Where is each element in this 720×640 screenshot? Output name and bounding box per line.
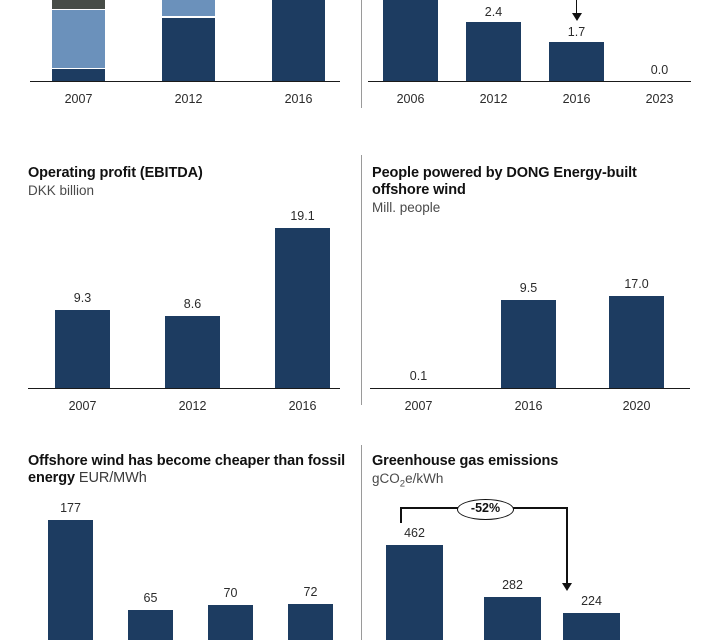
value-label-462: 462 — [404, 526, 425, 540]
value-label-224: 224 — [581, 594, 602, 608]
bar-2016-people — [501, 300, 556, 388]
cat-label-2016: 2016 — [514, 399, 543, 413]
value-label-2016: 19.1 — [290, 209, 315, 223]
bar-70 — [208, 605, 253, 640]
chart-title: Greenhouse gas emissions — [372, 453, 559, 469]
cat-label-2006: 2006 — [396, 92, 425, 106]
bar-224 — [563, 613, 620, 640]
bar-2020-people — [609, 296, 664, 388]
value-label-2016: 1.7 — [567, 25, 586, 39]
x-axis — [30, 81, 340, 82]
bar-65 — [128, 610, 173, 640]
chart-bottom-right: Greenhouse gas emissions gCO2e/kWh 462 2… — [361, 445, 720, 640]
x-axis — [28, 388, 340, 389]
bar-2007-top — [52, 0, 105, 9]
x-axis — [368, 81, 691, 82]
chart-mid-left: Operating profit (EBITDA) DKK billion 9.… — [0, 155, 361, 413]
x-axis — [370, 388, 690, 389]
title-block-bottom-left: Offshore wind has become cheaper than fo… — [28, 453, 358, 487]
cat-label-2007: 2007 — [404, 399, 433, 413]
chart-title: Operating profit (EBITDA) — [28, 165, 203, 181]
chart-title: Offshore wind has become cheaper than fo… — [28, 453, 358, 487]
chart-top-right: 2.4 1.7 0.0 2006 2012 2016 2023 — [361, 0, 720, 110]
chart-bottom-left: Offshore wind has become cheaper than fo… — [0, 445, 361, 640]
subtitle-prefix: gCO — [372, 471, 400, 486]
value-label-2012: 8.6 — [183, 297, 202, 311]
bar-72 — [288, 604, 333, 640]
chart-subtitle: Mill. people — [372, 200, 441, 215]
decline-arrow-icon — [549, 0, 604, 21]
value-label-177: 177 — [60, 501, 81, 515]
value-label-2023: 0.0 — [650, 63, 669, 77]
cat-label-2020: 2020 — [622, 399, 651, 413]
plot-area-bottom-right: 462 282 224 -52% — [361, 445, 720, 640]
plot-area-mid-left: 9.3 8.6 19.1 2007 2012 2016 — [0, 155, 361, 413]
bar-2016 — [272, 0, 325, 81]
bar-282 — [484, 597, 541, 640]
value-label-2007: 9.3 — [73, 291, 92, 305]
chart-mid-right: People powered by DONG Energy-built offs… — [361, 155, 720, 413]
bar-2012-bottom — [162, 18, 215, 81]
cat-label-2016: 2016 — [562, 92, 591, 106]
bar-2006 — [383, 0, 438, 81]
value-label-282: 282 — [502, 578, 523, 592]
chart-top-left: 2007 2012 2016 — [0, 0, 361, 110]
plot-area-top-right: 2.4 1.7 0.0 2006 2012 2016 2023 — [361, 0, 720, 110]
plot-area-top-left: 2007 2012 2016 — [0, 0, 361, 110]
chart-title: People powered by DONG Energy-built offs… — [372, 165, 637, 198]
chart-subtitle: DKK billion — [28, 183, 95, 198]
value-label-2012: 2.4 — [484, 5, 503, 19]
subtitle-suffix: e/kWh — [405, 471, 444, 486]
bar-2016 — [549, 42, 604, 81]
bar-462 — [386, 545, 443, 640]
bar-2007-ebitda — [55, 310, 110, 388]
plot-area-mid-right: 0.1 9.5 17.0 2007 2016 2020 — [361, 155, 720, 413]
cat-label-2012: 2012 — [479, 92, 508, 106]
callout-arrow-icon — [557, 575, 577, 591]
cat-label-2016: 2016 — [288, 399, 317, 413]
cat-label-2007: 2007 — [68, 399, 97, 413]
title-block-bottom-right: Greenhouse gas emissions gCO2e/kWh — [372, 453, 692, 493]
divider-top — [361, 0, 362, 108]
cat-label-2007: 2007 — [64, 92, 93, 106]
chart-title-main: Offshore wind has become cheaper than fo… — [28, 453, 346, 486]
bar-2012-ebitda — [165, 316, 220, 388]
chart-subtitle: gCO2e/kWh — [372, 471, 692, 493]
change-badge: -52% — [457, 499, 514, 520]
plot-area-bottom-left: 177 65 70 72 — [0, 445, 361, 640]
title-block-mid-left: Operating profit (EBITDA) DKK billion — [28, 165, 203, 199]
cat-label-2012: 2012 — [178, 399, 207, 413]
bar-2007-middle — [52, 10, 105, 68]
divider-middle — [361, 155, 362, 405]
title-block-mid-right: People powered by DONG Energy-built offs… — [372, 165, 692, 216]
bar-2007-bottom — [52, 69, 105, 81]
bar-177 — [48, 520, 93, 640]
value-label-2016: 9.5 — [519, 281, 538, 295]
bar-2016-ebitda — [275, 228, 330, 388]
value-label-2007: 0.1 — [409, 369, 428, 383]
bar-2012-middle — [162, 0, 215, 16]
divider-bottom — [361, 445, 362, 640]
value-label-65: 65 — [143, 591, 158, 605]
bar-2012 — [466, 22, 521, 81]
cat-label-2023: 2023 — [645, 92, 674, 106]
value-label-70: 70 — [223, 586, 238, 600]
value-label-2020: 17.0 — [624, 277, 649, 291]
subtitle-subscript: 2 — [399, 478, 406, 490]
cat-label-2012: 2012 — [174, 92, 203, 106]
chart-title-unit: EUR/MWh — [78, 470, 147, 486]
cat-label-2016: 2016 — [284, 92, 313, 106]
callout-left-riser — [400, 507, 402, 523]
callout-right-riser — [566, 507, 568, 583]
value-label-72: 72 — [303, 585, 318, 599]
